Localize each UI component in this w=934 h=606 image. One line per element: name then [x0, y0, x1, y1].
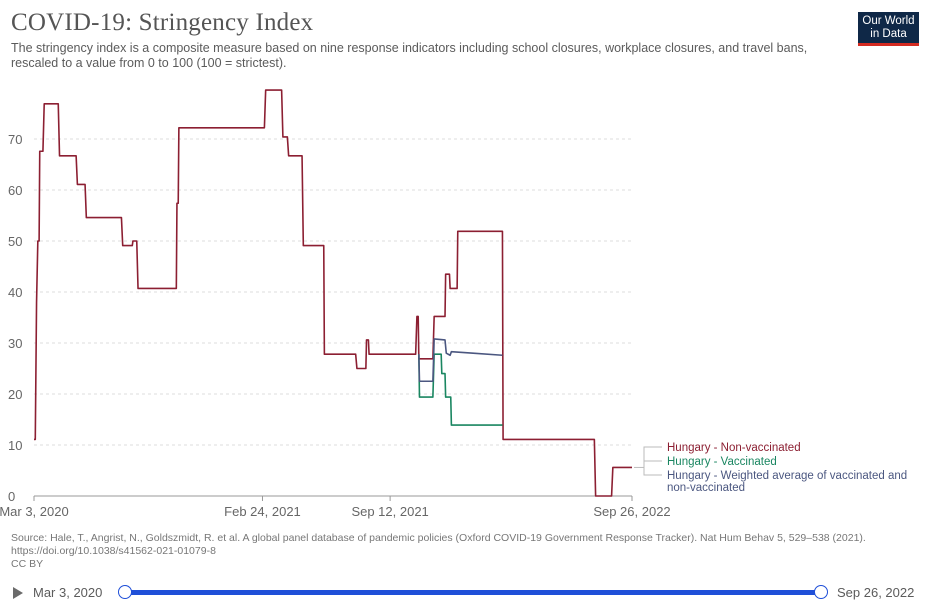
grid-lines — [34, 138, 632, 446]
chart-title: COVID-19: Stringency Index — [11, 9, 314, 36]
timeline-track[interactable] — [125, 590, 821, 595]
y-tick-label: 60 — [8, 183, 22, 198]
x-tick-label: Sep 12, 2021 — [351, 504, 428, 519]
y-tick-label: 50 — [8, 234, 22, 249]
timeline[interactable]: Mar 3, 2020 Sep 26, 2022 — [0, 580, 934, 606]
y-tick-label: 40 — [8, 285, 22, 300]
x-tick-label: Sep 26, 2022 — [593, 504, 670, 519]
legend-label[interactable]: Hungary - Vaccinated — [667, 456, 777, 468]
legend-label[interactable]: Hungary - Non-vaccinated — [667, 442, 801, 454]
y-tick-label: 10 — [8, 438, 22, 453]
timeline-end-label: Sep 26, 2022 — [837, 585, 915, 600]
logo-line-2: in Data — [870, 28, 907, 40]
y-tick-label: 30 — [8, 336, 22, 351]
axes: 0 10 20 30 40 50 60 70 Mar 3, 2020 Feb 24, 2021 Se… — [0, 132, 671, 519]
series-line[interactable] — [418, 353, 503, 426]
legend-connector — [643, 467, 662, 476]
y-tick-label: 0 — [8, 489, 15, 504]
chart-subtitle: The stringency index is a composite meas… — [11, 41, 808, 70]
logo-line-1: Our World — [862, 15, 915, 27]
legend[interactable]: Hungary - Non-vaccinated Hungary - Vaccin… — [634, 442, 907, 494]
legend-label[interactable]: non-vaccinated — [667, 482, 745, 494]
play-icon[interactable] — [13, 587, 23, 599]
y-tick-label: 20 — [8, 387, 22, 402]
series-lines[interactable] — [34, 89, 632, 497]
x-tick-label: Feb 24, 2021 — [224, 504, 301, 519]
owid-logo[interactable]: Our World in Data — [858, 12, 919, 46]
license-text: CC BY — [11, 558, 44, 570]
source-text: Source: Hale, T., Angrist, N., Goldszmid… — [11, 532, 866, 557]
series-line[interactable] — [34, 89, 632, 497]
timeline-end-handle[interactable] — [814, 585, 828, 599]
x-tick-label: Mar 3, 2020 — [0, 504, 69, 519]
line-chart[interactable]: 0 10 20 30 40 50 60 70 Mar 3, 2020 Feb 24, 2021 Se… — [0, 80, 934, 520]
legend-connector — [643, 446, 662, 468]
source-note: Source: Hale, T., Angrist, N., Goldszmid… — [11, 532, 881, 571]
timeline-start-label: Mar 3, 2020 — [33, 585, 103, 600]
y-tick-label: 70 — [8, 132, 22, 147]
series-line[interactable] — [418, 338, 503, 383]
legend-connector — [643, 460, 662, 468]
legend-label[interactable]: Hungary - Weighted average of vaccinated… — [667, 470, 907, 482]
timeline-start-handle[interactable] — [118, 585, 132, 599]
